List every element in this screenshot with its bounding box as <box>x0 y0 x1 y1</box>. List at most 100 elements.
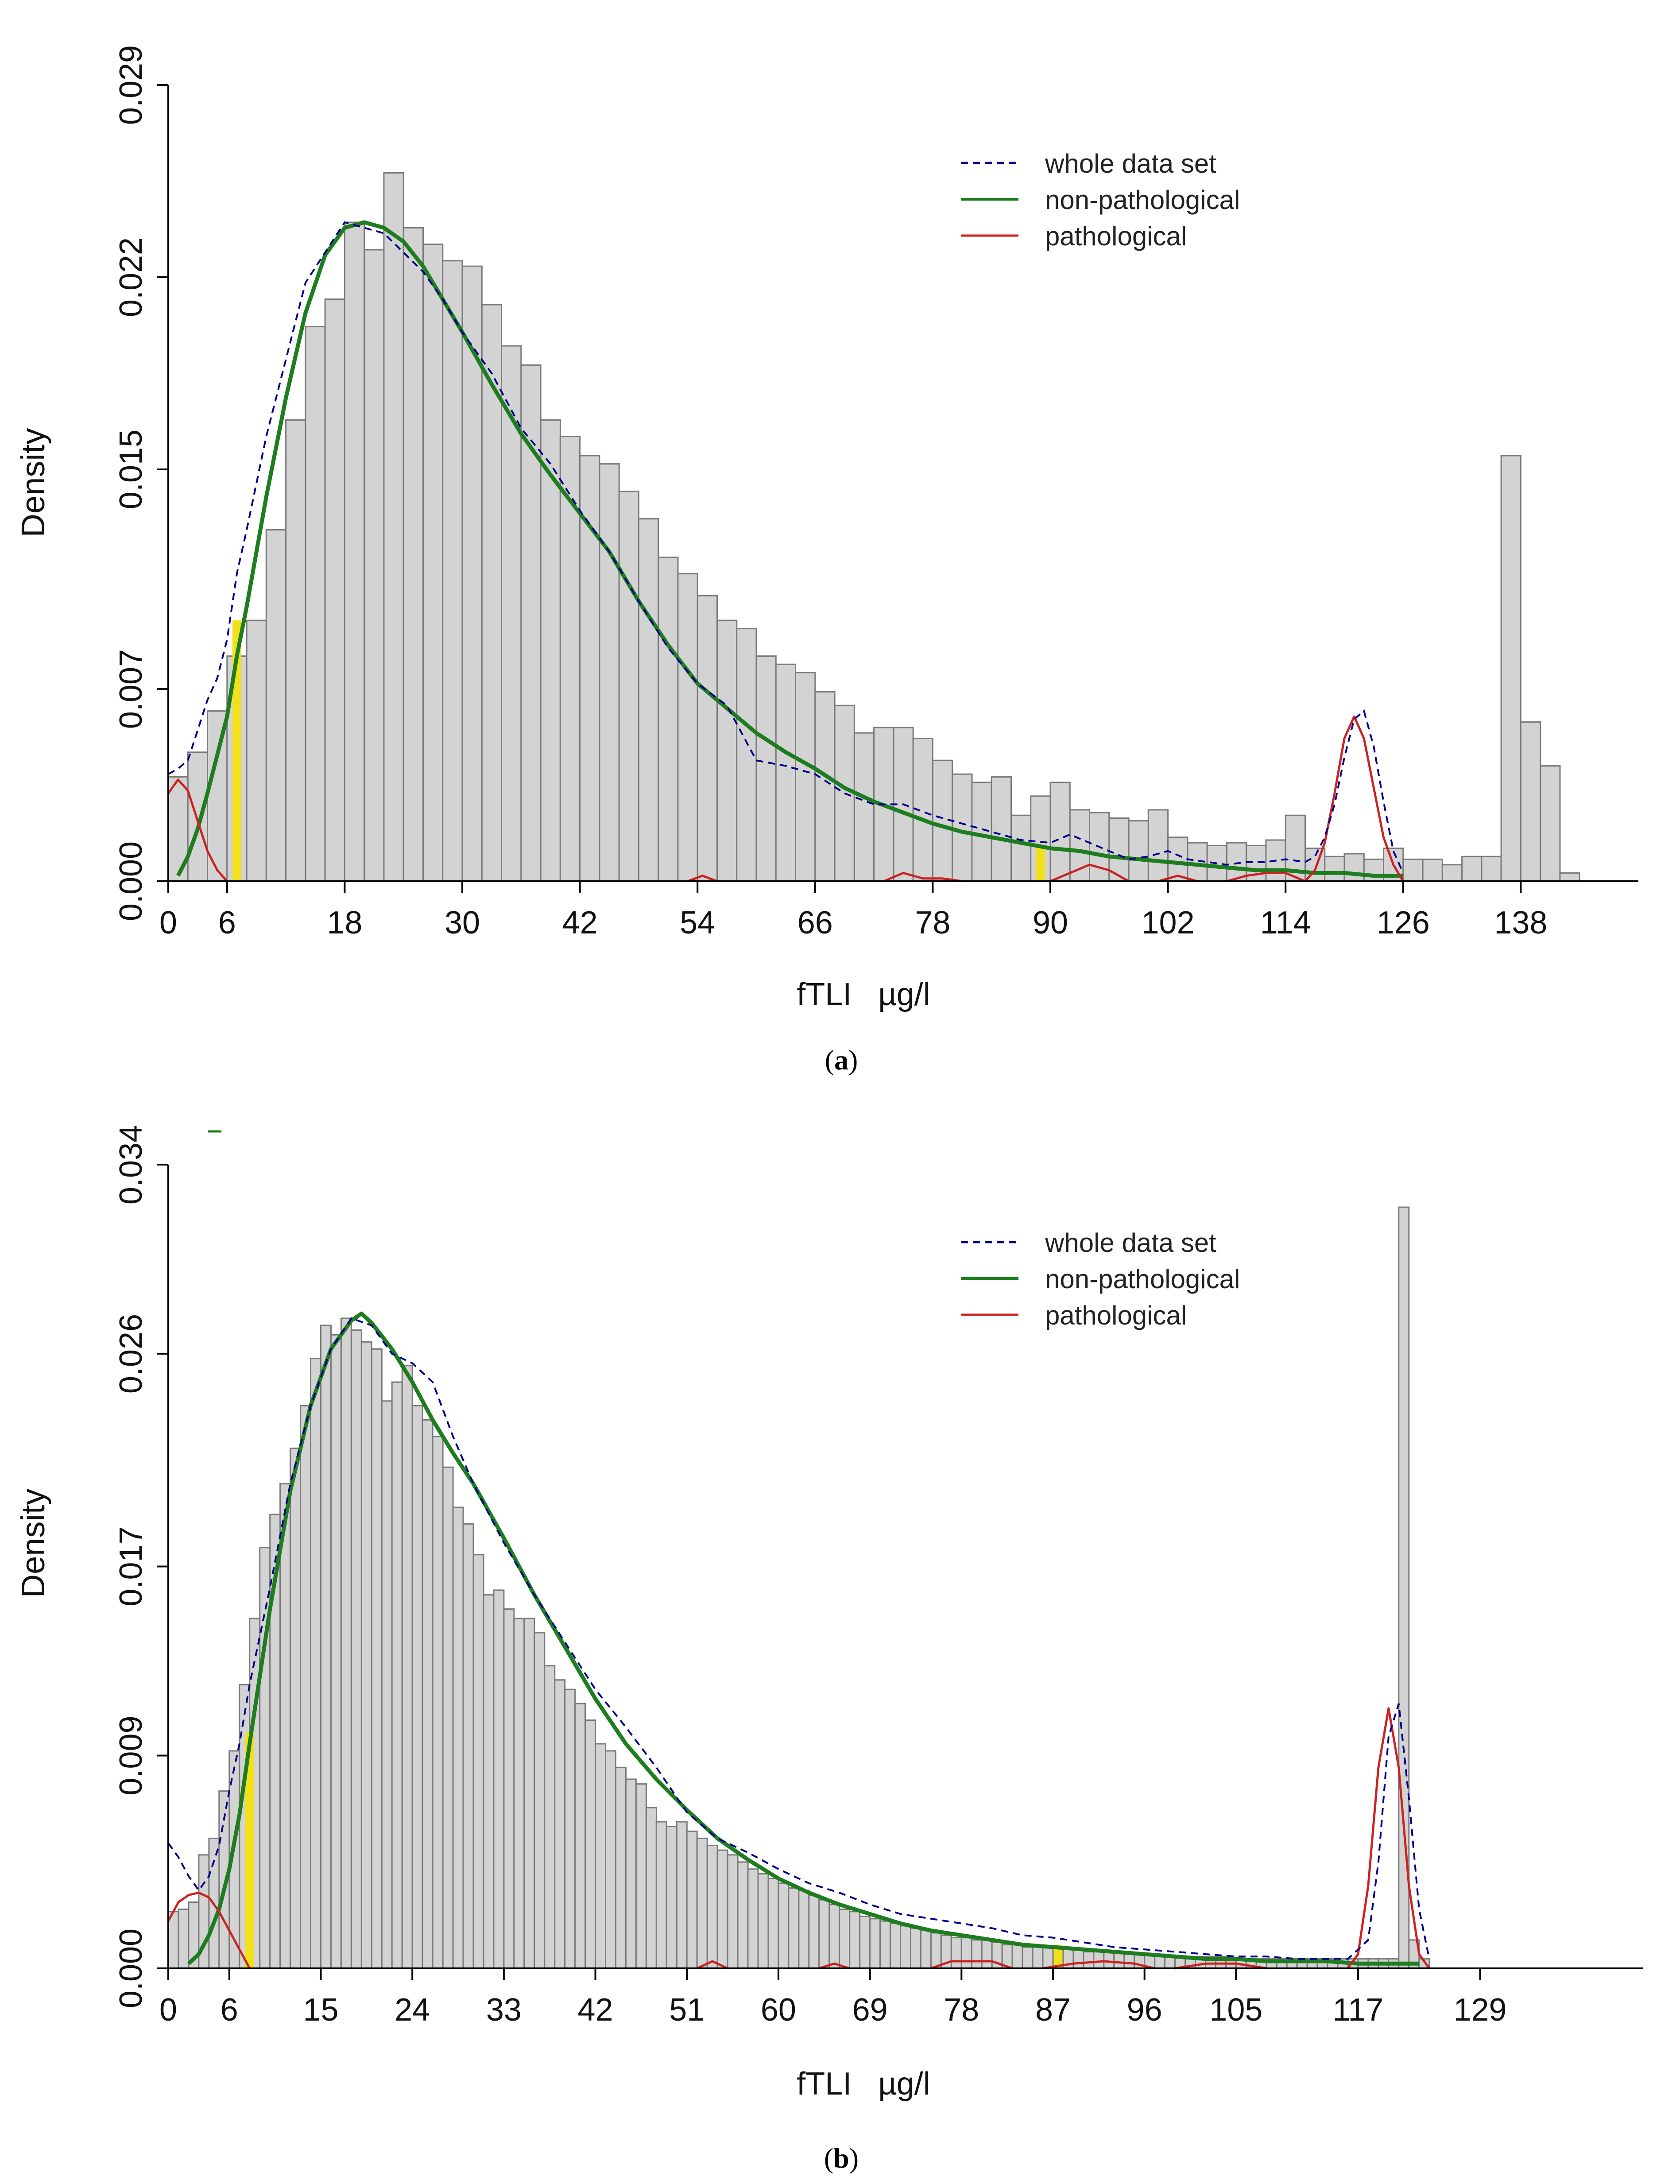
histogram-bar <box>265 529 287 882</box>
histogram-bar <box>320 1324 332 1969</box>
histogram-bar <box>442 1466 454 1969</box>
x-tick-label: 87 <box>1035 1992 1071 2028</box>
legend-label: non-pathological <box>1045 185 1240 215</box>
histogram-bar <box>324 298 345 882</box>
histogram-bar <box>775 663 797 882</box>
x-tick-label: 78 <box>944 1992 979 2028</box>
pathological-line <box>819 1962 850 1970</box>
histogram-bar <box>534 1632 546 1969</box>
histogram-bar <box>1520 721 1541 882</box>
histogram-bar <box>605 1750 616 1969</box>
histogram-bar <box>1540 765 1561 882</box>
histogram-bar <box>788 1887 800 1969</box>
histogram-bar <box>1422 858 1443 882</box>
y-axis-label: Density <box>15 1489 51 1598</box>
histogram-bar <box>747 1868 759 1969</box>
histogram-bar <box>677 573 698 882</box>
caption-b-open: ( <box>824 2142 833 2174</box>
x-tick-label: 0 <box>159 905 177 941</box>
chart-a: 0 6 18 30 42 54 66 78 90 102 114 126 138 0.000 0.007 0.… <box>15 45 1638 1012</box>
histogram-bar <box>655 1821 667 1969</box>
histogram-bar <box>1461 856 1483 882</box>
pathological-line <box>1304 715 1404 882</box>
histogram-bar <box>960 1937 972 1969</box>
histogram-bar <box>755 655 777 882</box>
x-axis-label: fTLI µg/l <box>797 2066 930 2102</box>
histogram-bar <box>1010 814 1032 882</box>
histogram-bar <box>599 463 620 882</box>
histogram-bar <box>1093 1951 1105 1969</box>
legend-label: non-pathological <box>1045 1264 1240 1294</box>
histogram-bar <box>564 1688 576 1969</box>
histogram-bar <box>285 419 306 882</box>
histogram-bar <box>493 1589 505 1969</box>
y-tick-label: 0.007 <box>113 649 149 729</box>
histogram-bar <box>207 710 228 882</box>
histogram-bar <box>1398 1206 1410 1969</box>
x-tick-label: 42 <box>578 1992 613 2028</box>
histogram-bar <box>279 1483 291 1969</box>
histogram-bar <box>330 1334 342 1969</box>
histogram-bar <box>658 556 679 882</box>
histogram-bar <box>737 1861 749 1969</box>
x-tick-label: 24 <box>395 1992 430 2028</box>
histogram-bar <box>187 751 209 882</box>
histogram-bar <box>1083 1951 1095 1969</box>
histogram-bar <box>422 1419 434 1969</box>
caption-a: (a) <box>825 1044 858 1076</box>
histogram-bar <box>950 1937 962 1969</box>
histogram-bar <box>625 1778 637 1969</box>
y-tick-label: 0.029 <box>113 45 149 125</box>
histogram-bar <box>900 1925 911 1969</box>
legend-item: whole data set <box>961 149 1216 178</box>
y-tick-label: 0.017 <box>113 1526 149 1606</box>
histogram-bar <box>403 227 424 882</box>
histogram-bar <box>618 491 639 882</box>
legend-label: pathological <box>1045 1301 1187 1330</box>
y-tick-label: 0.000 <box>113 1928 149 2008</box>
histogram-bar <box>501 345 522 882</box>
histogram-bar <box>1324 856 1345 882</box>
histogram-bar <box>364 249 385 882</box>
pathological-line <box>167 1891 251 1969</box>
caption-b-letter: b <box>833 2142 849 2174</box>
histogram-bar <box>716 620 738 882</box>
histogram-bar <box>520 364 542 882</box>
histogram-bar <box>540 419 561 882</box>
histogram-bar <box>869 1918 881 1969</box>
panel-b: 0 6 15 24 33 42 51 60 69 78 87 96 105 117 129 0.000 0.00… <box>15 1125 1643 2174</box>
histogram-bar <box>991 776 1012 882</box>
pathological-line <box>1175 1962 1267 1970</box>
histogram-bar <box>1022 1946 1034 1969</box>
histogram-bar <box>1441 864 1463 882</box>
x-tick-label: 90 <box>1033 905 1068 941</box>
x-tick-label: 30 <box>445 905 480 941</box>
x-tick-label: 126 <box>1377 905 1430 941</box>
x-tick-label: 51 <box>669 1992 705 2028</box>
y-tick-label: 0.009 <box>113 1715 149 1795</box>
histogram-bar <box>795 672 816 882</box>
histogram-bar <box>930 1932 942 1969</box>
whole-data-set-line <box>168 221 1404 874</box>
x-tick-label: 0 <box>159 1992 177 2028</box>
caption-a-close: ) <box>848 1044 858 1076</box>
histogram-bar <box>814 691 836 882</box>
histogram-bar <box>1011 1944 1023 1969</box>
y-tick-label: 0.000 <box>113 841 149 921</box>
pathological-line <box>687 875 718 883</box>
y-tick-label: 0.026 <box>113 1314 149 1394</box>
histogram-bar <box>757 1873 769 1969</box>
histogram-bar <box>310 1358 321 1969</box>
histogram-bar <box>305 326 326 882</box>
histogram-bar <box>839 1909 851 1969</box>
x-axis-label: fTLI µg/l <box>797 977 930 1012</box>
chart-b: 0 6 15 24 33 42 51 60 69 78 87 96 105 117 129 0.000 0.00… <box>15 1125 1643 2102</box>
histogram-bar <box>595 1743 607 1969</box>
histogram-bar <box>778 1882 790 1969</box>
histogram-bar <box>1103 1951 1115 1969</box>
histogram-bar <box>645 1807 657 1969</box>
non-pathological-line <box>187 1311 1419 1966</box>
histogram-bar <box>1128 820 1149 882</box>
histogram-bar <box>391 1381 403 1969</box>
